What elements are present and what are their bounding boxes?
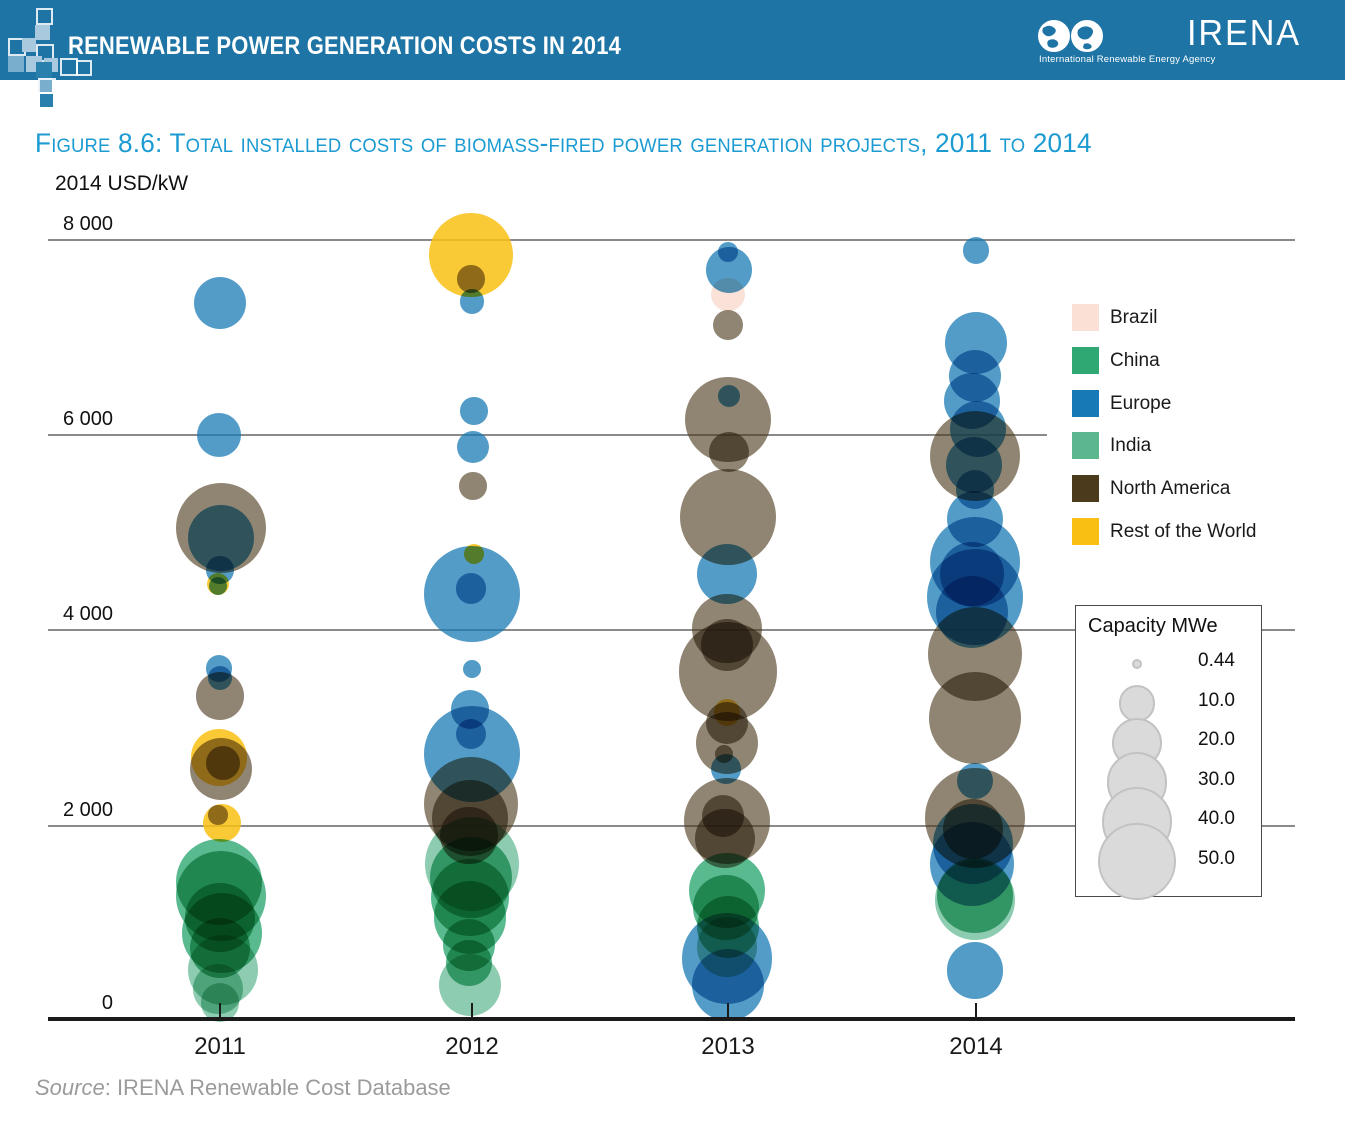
source-text: : IRENA Renewable Cost Database bbox=[104, 1075, 451, 1100]
irena-globes-icon bbox=[1038, 20, 1103, 52]
data-bubble-north-america bbox=[196, 672, 244, 720]
legend-label: India bbox=[1110, 435, 1152, 457]
legend-label: Rest of the World bbox=[1110, 521, 1257, 542]
logo-square bbox=[36, 62, 52, 78]
data-bubble-europe bbox=[962, 237, 990, 264]
capacity-label: 30.0 bbox=[1198, 768, 1235, 790]
data-bubble-europe bbox=[459, 289, 485, 314]
y-tick-label: 6 000 bbox=[62, 408, 113, 431]
data-bubble-india bbox=[439, 954, 501, 1017]
data-bubble-europe bbox=[462, 659, 481, 678]
data-bubble-north-america bbox=[712, 309, 744, 341]
x-tick bbox=[727, 1003, 729, 1017]
legend-item-brazil: Brazil bbox=[1072, 304, 1262, 331]
capacity-label: 50.0 bbox=[1198, 847, 1235, 869]
legend-swatch bbox=[1072, 475, 1099, 503]
capacity-label: 20.0 bbox=[1198, 729, 1235, 750]
data-bubble-europe bbox=[196, 413, 242, 458]
data-bubble-europe bbox=[946, 941, 1004, 999]
x-tick-label-2014: 2014 bbox=[949, 1033, 1003, 1060]
y-tick-label: 2 000 bbox=[62, 798, 113, 821]
logo-square bbox=[36, 8, 53, 25]
logo-square bbox=[76, 60, 92, 76]
x-tick-label-2012: 2012 bbox=[445, 1033, 499, 1060]
x-axis-line bbox=[48, 1017, 1295, 1021]
irena-logo-subtitle: International Renewable Energy Agency bbox=[1039, 54, 1216, 65]
x-tick bbox=[219, 1003, 221, 1017]
capacity-circle bbox=[1131, 658, 1143, 670]
data-bubble-china bbox=[937, 857, 1013, 934]
capacity-label: 40.0 bbox=[1198, 808, 1235, 829]
data-bubble-europe bbox=[424, 545, 520, 642]
y-tick-label: 8 000 bbox=[62, 212, 113, 235]
y-gridline bbox=[48, 824, 1295, 827]
legend-swatch bbox=[1072, 432, 1099, 460]
logo-square bbox=[38, 78, 52, 92]
x-tick bbox=[975, 1003, 977, 1017]
data-bubble-north-america bbox=[929, 672, 1021, 765]
legend-item-china: China bbox=[1072, 346, 1262, 374]
capacity-label: 10.0 bbox=[1198, 689, 1235, 711]
source-note: Source: IRENA Renewable Cost Database bbox=[35, 1075, 451, 1101]
data-bubble-north-america bbox=[459, 472, 487, 500]
capacity-legend-title: Capacity MWe bbox=[1088, 615, 1218, 637]
data-bubble-north-america bbox=[457, 265, 485, 293]
header-banner: RENEWABLE POWER GENERATION COSTS IN 2014… bbox=[0, 0, 1345, 80]
y-tick-label: 4 000 bbox=[62, 603, 113, 626]
x-tick-label-2013: 2013 bbox=[701, 1033, 755, 1060]
legend-swatch bbox=[1072, 346, 1099, 374]
legend-label: Brazil bbox=[1110, 307, 1158, 328]
logo-square bbox=[35, 25, 50, 40]
data-bubble-north-america bbox=[708, 432, 750, 473]
data-bubble-europe bbox=[208, 576, 227, 595]
irena-logo-text: IRENA bbox=[1187, 12, 1302, 53]
figure-caption: Figure 8.6: Total installed costs of bio… bbox=[35, 128, 1092, 158]
logo-square bbox=[40, 94, 53, 107]
capacity-label: 0.44 bbox=[1198, 650, 1235, 671]
banner-title: RENEWABLE POWER GENERATION COSTS IN 2014 bbox=[68, 32, 622, 60]
y-gridline bbox=[48, 238, 1295, 241]
y-gridline bbox=[48, 629, 1295, 632]
data-bubble-europe bbox=[460, 397, 488, 425]
x-tick bbox=[471, 1003, 473, 1017]
legend-item-north-america: North America bbox=[1072, 475, 1262, 503]
legend-label: North America bbox=[1110, 478, 1231, 500]
data-bubble-brazil bbox=[711, 277, 745, 312]
legend-label: Europe bbox=[1110, 392, 1172, 414]
logo-square bbox=[22, 38, 36, 52]
legend-label: China bbox=[1110, 349, 1160, 371]
capacity-circle bbox=[1098, 822, 1176, 901]
y-axis-unit-label: 2014 USD/kW bbox=[55, 172, 189, 195]
data-bubble-rest-of-the-world bbox=[202, 803, 242, 842]
legend-swatch bbox=[1072, 304, 1099, 331]
y-gridline bbox=[48, 434, 1047, 437]
legend-swatch bbox=[1072, 518, 1099, 545]
logo-square bbox=[8, 56, 24, 72]
legend-item-india: India bbox=[1072, 432, 1262, 460]
legend-swatch bbox=[1072, 389, 1099, 417]
legend-item-europe: Europe bbox=[1072, 389, 1262, 417]
x-tick-label-2011: 2011 bbox=[194, 1033, 246, 1060]
y-tick-label: 0 bbox=[101, 992, 113, 1014]
legend-item-rest-of-the-world: Rest of the World bbox=[1072, 518, 1262, 545]
source-prefix: Source bbox=[35, 1075, 105, 1100]
data-bubble-europe bbox=[194, 277, 246, 330]
irena-logo: IRENA International Renewable Energy Age… bbox=[1038, 12, 1317, 72]
data-bubble-europe bbox=[456, 431, 490, 464]
data-bubble-north-america bbox=[189, 737, 253, 801]
